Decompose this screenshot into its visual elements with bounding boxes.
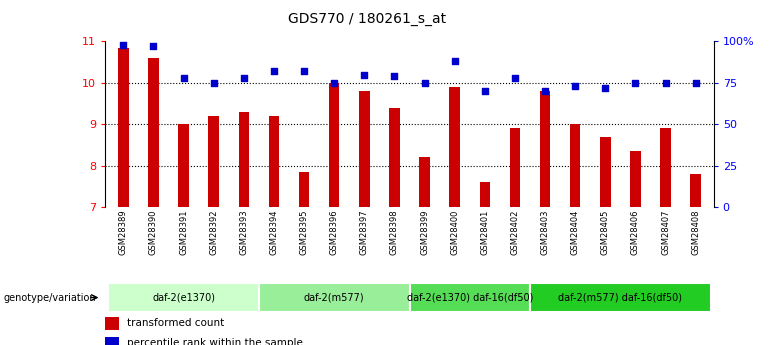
Point (298, 68, 310, 74)
Bar (530, 283, 711, 312)
Bar (105, 317, 119, 329)
Bar (600, 137, 611, 207)
Point (358, 72, 370, 77)
Text: GSM28393: GSM28393 (239, 209, 248, 255)
Text: transformed count: transformed count (126, 318, 224, 328)
Text: GSM28390: GSM28390 (149, 209, 158, 255)
Point (238, 75, 250, 81)
Point (268, 68, 280, 74)
Bar (108, 283, 259, 312)
Point (509, 75, 521, 81)
Bar (259, 283, 410, 312)
Point (117, 42, 129, 48)
Text: GSM28401: GSM28401 (480, 209, 489, 255)
Bar (179, 124, 189, 207)
Text: GSM28391: GSM28391 (179, 209, 188, 255)
Text: GSM28405: GSM28405 (601, 209, 610, 255)
Point (177, 75, 190, 81)
Bar (105, 337, 119, 345)
Text: GSM28394: GSM28394 (269, 209, 278, 255)
Point (448, 59, 461, 64)
Point (659, 80, 672, 86)
Bar (268, 116, 279, 207)
Point (569, 83, 581, 89)
Bar (630, 151, 640, 207)
Text: GSM28396: GSM28396 (330, 209, 339, 255)
Text: genotype/variation: genotype/variation (4, 293, 97, 303)
Text: GSM28397: GSM28397 (360, 209, 369, 255)
Text: GSM28389: GSM28389 (119, 209, 128, 255)
Point (147, 43, 160, 49)
Bar (540, 91, 551, 207)
Text: GSM28403: GSM28403 (541, 209, 550, 255)
Bar (420, 157, 430, 207)
Text: GSM28408: GSM28408 (691, 209, 700, 255)
Bar (148, 58, 159, 207)
Bar (359, 91, 370, 207)
Bar (449, 87, 460, 207)
Bar (208, 116, 219, 207)
Text: GSM28407: GSM28407 (661, 209, 670, 255)
Text: daf-2(m577): daf-2(m577) (304, 293, 364, 303)
Point (388, 73, 401, 79)
Text: GSM28404: GSM28404 (571, 209, 580, 255)
Text: percentile rank within the sample: percentile rank within the sample (126, 338, 303, 345)
Text: GSM28400: GSM28400 (450, 209, 459, 255)
Text: GDS770 / 180261_s_at: GDS770 / 180261_s_at (288, 12, 445, 26)
Bar (329, 83, 339, 207)
Bar (299, 172, 310, 207)
Point (599, 85, 612, 90)
Bar (480, 182, 490, 207)
Text: GSM28402: GSM28402 (510, 209, 519, 255)
Text: GSM28406: GSM28406 (631, 209, 640, 255)
Point (479, 88, 491, 94)
Bar (509, 128, 520, 207)
Point (328, 80, 340, 86)
Bar (660, 128, 671, 207)
Text: GSM28398: GSM28398 (390, 209, 399, 255)
Point (418, 80, 431, 86)
Point (539, 88, 551, 94)
Text: daf-2(e1370) daf-16(df50): daf-2(e1370) daf-16(df50) (406, 293, 533, 303)
Text: daf-2(e1370): daf-2(e1370) (152, 293, 215, 303)
Text: GSM28395: GSM28395 (300, 209, 309, 255)
Text: GSM28392: GSM28392 (209, 209, 218, 255)
Bar (389, 108, 399, 207)
Point (629, 80, 642, 86)
Text: GSM28399: GSM28399 (420, 209, 429, 255)
Text: daf-2(m577) daf-16(df50): daf-2(m577) daf-16(df50) (558, 293, 682, 303)
Bar (570, 124, 580, 207)
Bar (118, 48, 129, 207)
Point (690, 80, 702, 86)
Bar (239, 112, 249, 207)
Bar (410, 283, 530, 312)
Point (207, 80, 220, 86)
Bar (690, 174, 701, 207)
